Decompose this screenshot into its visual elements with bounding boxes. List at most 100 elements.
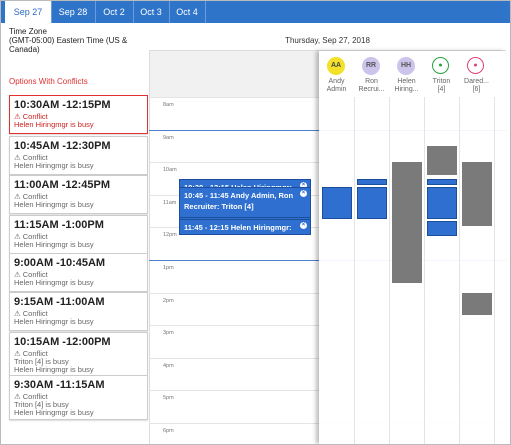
event-block bbox=[427, 220, 457, 236]
conflict-label: Conflict bbox=[22, 309, 48, 318]
conflict-detail: Helen Hiringmgr is busy bbox=[14, 120, 94, 129]
event-text: 11:45 - 12:15 Helen Hiringmgr: bbox=[184, 223, 292, 232]
busy-block bbox=[392, 162, 422, 283]
conflict-row: ⚠ Conflict bbox=[14, 310, 147, 318]
resource-icon: ● bbox=[467, 57, 484, 74]
attendee-name: Helen bbox=[397, 78, 416, 85]
hour-label: 5pm bbox=[163, 395, 174, 402]
conflict-row: ⚠ Conflict bbox=[14, 350, 147, 358]
date-tab[interactable]: Sep 28 bbox=[51, 1, 96, 23]
conflict-row: ⚠ Conflict bbox=[14, 113, 147, 121]
warning-icon: ⚠ bbox=[14, 232, 21, 241]
hour-label: 11am bbox=[163, 199, 177, 206]
close-button[interactable]: × bbox=[300, 222, 307, 230]
conflict-detail: Helen Hiringmgr is busy bbox=[14, 365, 94, 374]
conflict-detail: Helen Hiringmgr is busy bbox=[14, 408, 94, 417]
date-tab[interactable]: Oct 3 bbox=[133, 1, 170, 23]
event-block bbox=[357, 178, 387, 186]
conflict-row: ⚠ Conflict bbox=[14, 271, 147, 279]
event-block bbox=[427, 186, 457, 220]
event-block bbox=[322, 186, 352, 220]
hour-label: 10am bbox=[163, 167, 177, 174]
attendee-name: Hiring... bbox=[394, 86, 419, 93]
attendee-name: Recrui... bbox=[358, 86, 385, 93]
option-time: 11:15AM -1:00PM bbox=[14, 219, 104, 231]
column-line bbox=[459, 97, 460, 444]
option-time: 10:15AM -12:00PM bbox=[14, 336, 111, 348]
event-block bbox=[357, 186, 387, 220]
close-button[interactable]: × bbox=[300, 189, 307, 197]
hour-label: 8am bbox=[163, 102, 174, 108]
option-card[interactable]: 9:30AM -11:15AM ⚠ Conflict Triton [4] is bu… bbox=[9, 375, 148, 420]
options-heading: Options With Conflicts bbox=[9, 77, 88, 86]
warning-icon: ⚠ bbox=[14, 309, 21, 318]
conflict-label: Conflict bbox=[22, 232, 48, 241]
column-line bbox=[354, 97, 355, 444]
option-card[interactable]: 10:45AM -12:30PM ⚠ Conflict Helen Hiringmgr… bbox=[9, 136, 148, 175]
option-time: 9:00AM -10:45AM bbox=[14, 257, 106, 269]
conflict-row: ⚠ Conflict bbox=[14, 193, 147, 201]
option-time: 9:30AM -11:15AM bbox=[14, 379, 105, 391]
option-card[interactable]: 9:15AM -11:00AM ⚠ Conflict Helen Hiringmgr … bbox=[9, 292, 148, 331]
column-line bbox=[494, 97, 495, 444]
attendee-name: Dared... bbox=[464, 78, 489, 85]
option-card[interactable]: 11:15AM -1:00PM ⚠ Conflict Helen Hiringmgr … bbox=[9, 215, 148, 254]
option-time: 10:45AM -12:30PM bbox=[14, 140, 111, 152]
conflict-detail: Triton [4] is busy bbox=[14, 357, 69, 366]
tab-bar: Sep 27 Sep 28 Oct 2 Oct 3 Oct 4 bbox=[1, 1, 510, 23]
warning-icon: ⚠ bbox=[14, 349, 21, 358]
date-tab[interactable]: Oct 2 bbox=[95, 1, 134, 23]
conflict-label: Conflict bbox=[22, 192, 48, 201]
timezone-label: Time Zone bbox=[9, 27, 47, 36]
avatar: AA bbox=[327, 57, 345, 75]
warning-icon: ⚠ bbox=[14, 192, 21, 201]
conflict-label: Conflict bbox=[22, 112, 48, 121]
attendee-name: Admin bbox=[326, 86, 347, 93]
conflict-detail: Helen Hiringmgr is busy bbox=[14, 317, 94, 326]
date-tab[interactable]: Sep 27 bbox=[5, 1, 52, 23]
hour-label: 9am bbox=[163, 134, 174, 141]
warning-icon: ⚠ bbox=[14, 392, 21, 401]
conflict-row: ⚠ Conflict bbox=[14, 233, 147, 241]
column-line bbox=[389, 97, 390, 444]
conflict-detail: Helen Hiringmgr is busy bbox=[14, 200, 94, 209]
event-block bbox=[427, 178, 457, 186]
divider bbox=[149, 51, 150, 444]
calendar-header-area bbox=[149, 51, 319, 97]
event[interactable]: 11:45 - 12:15 Helen Hiringmgr: × bbox=[179, 219, 311, 235]
option-card[interactable]: 11:00AM -12:45PM ⚠ Conflict Helen Hiringmgr… bbox=[9, 175, 148, 214]
hour-label: 12pm bbox=[163, 232, 177, 239]
avatar: RR bbox=[362, 57, 380, 75]
option-card[interactable]: 9:00AM -10:45AM ⚠ Conflict Helen Hiringmgr … bbox=[9, 253, 148, 292]
hour-label: 6pm bbox=[163, 428, 174, 434]
close-button[interactable]: × bbox=[300, 181, 307, 189]
warning-icon: ⚠ bbox=[14, 112, 21, 121]
event-text: 10:45 - 11:45 Andy Admin, Ron Recruiter:… bbox=[184, 190, 294, 211]
conflict-label: Conflict bbox=[22, 349, 48, 358]
conflict-detail: Helen Hiringmgr is busy bbox=[14, 278, 94, 287]
option-card[interactable]: 10:15AM -12:00PM ⚠ Conflict Triton [4] is b… bbox=[9, 332, 148, 377]
option-time: 10:30AM -12:15PM bbox=[14, 99, 111, 111]
conflict-detail: Helen Hiringmgr is busy bbox=[14, 161, 94, 170]
conflict-detail: Triton [4] is busy bbox=[14, 400, 69, 409]
warning-icon: ⚠ bbox=[14, 153, 21, 162]
hour-label: 1pm bbox=[163, 265, 174, 271]
option-time: 9:15AM -11:00AM bbox=[14, 296, 105, 308]
event[interactable]: 10:45 - 11:45 Andy Admin, Ron Recruiter:… bbox=[179, 186, 311, 219]
attendee-name: Andy bbox=[328, 78, 345, 85]
hour-label: 2pm bbox=[163, 297, 174, 304]
resource-icon: ● bbox=[432, 57, 449, 74]
warning-icon: ⚠ bbox=[14, 270, 21, 279]
avatar: HH bbox=[397, 57, 415, 75]
conflict-detail: Helen Hiringmgr is busy bbox=[14, 240, 94, 249]
option-card[interactable]: 10:30AM -12:15PM ⚠ Conflict Helen Hiringmgr… bbox=[9, 95, 148, 134]
attendee-name: Triton bbox=[432, 78, 451, 85]
date-tab[interactable]: Oct 4 bbox=[169, 1, 206, 23]
conflict-label: Conflict bbox=[22, 153, 48, 162]
conflict-row: ⚠ Conflict bbox=[14, 154, 147, 162]
column-line bbox=[424, 97, 425, 444]
attendee-name: [6] bbox=[472, 86, 481, 93]
timezone-value: (GMT-05:00) Eastern Time (US & Canada) bbox=[9, 36, 128, 54]
option-time: 11:00AM -12:45PM bbox=[14, 179, 110, 191]
